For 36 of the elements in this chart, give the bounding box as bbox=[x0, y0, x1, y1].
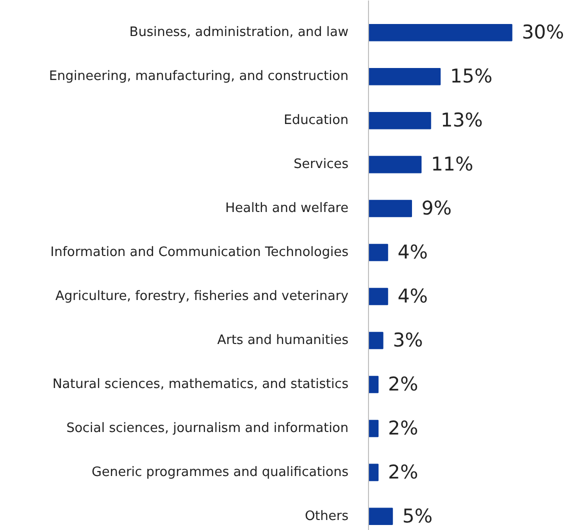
bar bbox=[368, 244, 388, 262]
data-label: 3% bbox=[392, 329, 423, 352]
data-label: 2% bbox=[388, 417, 418, 440]
bar bbox=[368, 332, 384, 350]
data-label: 13% bbox=[440, 110, 483, 132]
data-label: 2% bbox=[388, 461, 418, 484]
y-tick-label: Business, administration, and law bbox=[129, 25, 349, 40]
y-tick-label: Engineering, manufacturing, and construction bbox=[48, 69, 348, 84]
data-label: 4% bbox=[398, 286, 428, 308]
data-label: 4% bbox=[398, 242, 428, 264]
y-tick-label: Social sciences, journalism and information bbox=[66, 420, 349, 436]
y-tick-label: Health and welfare bbox=[225, 201, 349, 216]
bar bbox=[368, 68, 441, 86]
data-label: 15% bbox=[450, 66, 492, 88]
data-label: 30% bbox=[522, 22, 564, 44]
data-label: 11% bbox=[431, 154, 474, 176]
y-tick-label: Arts and humanities bbox=[217, 332, 349, 348]
y-tick-label: Education bbox=[284, 113, 349, 128]
y-tick-label: Others bbox=[304, 508, 349, 524]
y-tick-label: Agriculture, forestry, fisheries and veterinary bbox=[55, 289, 349, 304]
bar bbox=[368, 156, 422, 174]
y-tick-label: Information and Communication Technologies bbox=[50, 245, 349, 260]
bar bbox=[368, 508, 393, 526]
data-label: 2% bbox=[388, 373, 418, 396]
bar bbox=[368, 200, 412, 218]
y-tick-label: Services bbox=[294, 157, 349, 172]
bar bbox=[368, 376, 379, 394]
bar bbox=[368, 288, 388, 306]
data-label: 5% bbox=[402, 505, 433, 528]
bar bbox=[368, 464, 379, 482]
bar bbox=[368, 420, 379, 438]
bar bbox=[368, 24, 512, 42]
bar bbox=[368, 112, 432, 130]
data-label: 9% bbox=[422, 198, 452, 220]
y-tick-label: Natural sciences, mathematics, and statistics bbox=[52, 376, 349, 392]
y-tick-label: Generic programmes and qualifications bbox=[92, 464, 349, 480]
